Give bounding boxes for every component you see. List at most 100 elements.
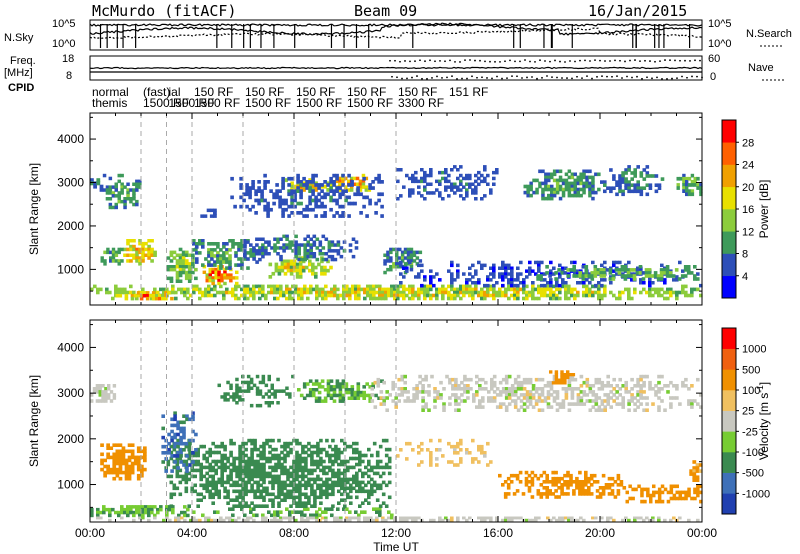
cell	[633, 518, 637, 522]
cell	[108, 188, 113, 192]
cell	[344, 176, 348, 181]
cell	[98, 384, 102, 388]
cell	[326, 388, 331, 392]
cell	[106, 470, 110, 475]
cell	[121, 470, 126, 475]
cell	[257, 186, 261, 190]
cell	[334, 447, 338, 452]
nave-dot	[471, 75, 473, 78]
cell	[448, 380, 452, 385]
cell	[202, 495, 206, 500]
cell	[336, 296, 340, 301]
cell	[118, 443, 123, 447]
cell	[243, 518, 247, 522]
cell	[594, 396, 599, 400]
cell	[248, 189, 252, 193]
cell	[235, 498, 239, 502]
cell	[259, 444, 263, 449]
cell	[549, 518, 553, 522]
cell	[534, 287, 538, 292]
cell	[563, 480, 567, 484]
cell	[304, 462, 308, 467]
cell	[179, 429, 183, 434]
cell	[468, 516, 472, 520]
cell	[678, 490, 682, 495]
cell	[268, 275, 273, 279]
cell	[355, 456, 359, 461]
cell	[277, 489, 281, 494]
cell	[492, 296, 496, 301]
cell	[612, 177, 616, 181]
cell	[171, 287, 175, 292]
cell	[268, 444, 272, 449]
cell	[489, 287, 493, 292]
cell	[588, 390, 593, 394]
cell	[570, 260, 574, 265]
cell	[572, 268, 576, 272]
cell	[415, 393, 419, 397]
cell	[175, 276, 180, 281]
cell	[135, 250, 139, 255]
cell	[117, 290, 121, 295]
cell	[681, 496, 685, 501]
cell	[582, 172, 586, 177]
nave-dot	[514, 60, 516, 63]
cell	[393, 518, 397, 522]
cell	[258, 380, 263, 385]
cell	[408, 296, 412, 301]
velocity-blob-6	[297, 379, 384, 403]
cell	[684, 377, 688, 382]
cell	[292, 262, 297, 267]
cell	[375, 483, 380, 488]
cell	[147, 253, 151, 257]
sky-right-tick-top: 10^5	[708, 18, 732, 30]
cell	[380, 192, 384, 197]
cell	[289, 474, 293, 479]
cell	[409, 256, 414, 260]
cell	[201, 263, 205, 267]
cell	[510, 287, 514, 292]
cell	[182, 441, 186, 446]
cell	[178, 267, 183, 272]
cell	[541, 181, 545, 186]
cell	[191, 265, 195, 269]
cell	[301, 259, 306, 264]
cell	[438, 182, 442, 186]
cell	[639, 374, 643, 379]
cell	[129, 284, 133, 289]
cell	[633, 396, 637, 400]
cell	[570, 518, 574, 522]
cell	[247, 456, 251, 461]
cell	[405, 516, 409, 520]
cell	[683, 268, 688, 272]
cell	[584, 473, 588, 478]
cell	[315, 290, 319, 295]
cell	[510, 275, 514, 279]
cell	[439, 396, 443, 400]
cell	[552, 399, 557, 403]
cell	[147, 513, 151, 518]
cell	[555, 518, 559, 522]
cell	[412, 253, 417, 257]
cell	[612, 387, 616, 391]
cell	[274, 453, 278, 458]
cell	[362, 390, 366, 395]
cell	[432, 518, 436, 522]
cell	[354, 284, 358, 289]
cell	[347, 173, 351, 178]
cell	[620, 268, 625, 272]
cell	[647, 274, 652, 278]
cell	[318, 243, 323, 247]
cell	[456, 272, 460, 276]
cell	[103, 259, 107, 263]
cell	[277, 462, 281, 467]
velocity-blob-1	[192, 507, 394, 518]
cell	[492, 176, 496, 181]
cell	[687, 493, 691, 498]
nave-dot	[389, 59, 391, 62]
cell	[281, 183, 285, 187]
cell	[304, 492, 308, 497]
cell	[214, 444, 218, 449]
cell	[261, 293, 265, 298]
cell	[301, 474, 305, 479]
